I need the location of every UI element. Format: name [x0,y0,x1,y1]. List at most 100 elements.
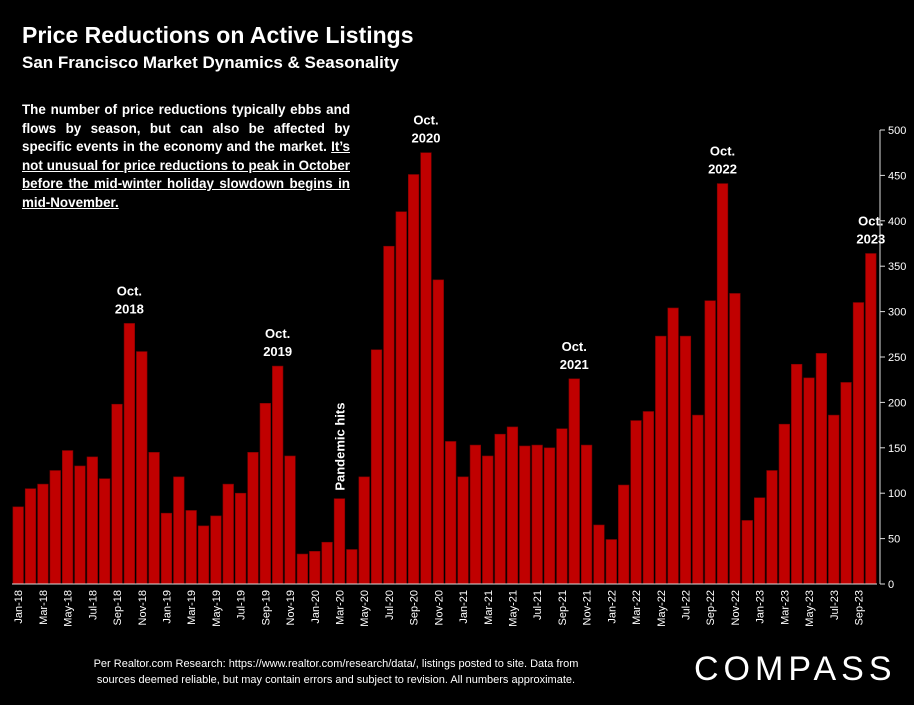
bar-jun-18 [74,465,86,585]
bar-jan-21 [457,476,469,585]
bar-mar-21 [482,455,494,585]
bar-may-23 [803,377,815,585]
x-tick-label: Mar-18 [38,590,50,625]
bar-dec-18 [148,452,160,585]
annotation-label: 2018 [115,301,144,316]
chart-subtitle: San Francisco Market Dynamics & Seasonal… [22,53,399,72]
annotation-pandemic: Pandemic hits [332,403,347,491]
bar-dec-22 [741,520,753,585]
bar-jul-21 [531,444,543,585]
x-tick-label: Jul-19 [236,590,248,620]
x-tick-label: Nov-22 [730,590,742,625]
bar-aug-23 [840,382,852,585]
x-tick-label: Nov-18 [137,590,149,625]
bar-feb-21 [469,444,482,585]
x-tick-label: Jan-21 [458,590,470,624]
bar-may-21 [506,426,519,585]
bar-nov-19 [284,455,296,585]
bar-sep-22 [704,300,716,585]
annotation-label: Oct. [117,283,142,298]
x-tick-label: May-21 [507,590,519,627]
bar-apr-19 [197,525,210,585]
x-tick-label: May-18 [63,590,75,627]
bar-oct-19 [272,365,284,585]
annotation-label: Oct. [710,144,735,159]
bar-mar-22 [630,420,642,585]
y-tick-label: 50 [888,534,900,546]
description-normal: The number of price reductions typically… [22,102,350,154]
bar-sep-20 [407,174,420,585]
footer-line-2: sources deemed reliable, but may contain… [96,674,576,686]
y-tick-label: 500 [888,125,906,137]
bar-sep-23 [852,302,865,585]
x-tick-label: Jan-23 [755,590,767,624]
bar-apr-21 [494,433,506,585]
x-tick-label: May-19 [211,590,223,627]
bar-jun-19 [222,483,234,585]
x-tick-label: Jul-20 [384,590,396,620]
bar-jun-22 [667,307,679,585]
x-tick-label: Jul-18 [87,590,99,620]
x-tick-label: Nov-19 [285,590,297,625]
x-tick-label: May-22 [656,590,668,627]
bar-sep-19 [259,403,271,585]
bar-jul-18 [86,456,98,585]
x-tick-label: Mar-23 [779,590,791,625]
annotation-label: 2020 [412,131,441,146]
x-tick-label: Mar-21 [483,590,495,625]
x-tick-label: Jan-22 [606,590,618,624]
bar-jun-20 [370,349,383,585]
x-tick-label: Jan-20 [310,590,322,624]
bar-jun-21 [519,445,531,585]
x-tick-label: Mar-20 [334,590,346,625]
bar-aug-19 [247,452,259,585]
annotation-label: Oct. [413,113,438,128]
bar-apr-18 [49,470,61,585]
y-tick-label: 100 [888,488,906,500]
bar-jan-18 [12,506,24,585]
bar-nov-21 [580,444,593,585]
x-tick-label: Sep-20 [409,590,421,625]
bar-dec-20 [445,441,457,585]
y-tick-label: 350 [888,261,906,273]
x-tick-label: Nov-21 [582,590,594,625]
annotation-label: 2023 [856,231,885,246]
bar-aug-22 [692,414,704,585]
description-underlined: It’s not unusual for price reductions to… [22,139,350,210]
bar-mar-23 [778,423,790,585]
x-tick-label: Mar-22 [631,590,643,625]
y-tick-label: 200 [888,397,906,409]
y-tick-label: 450 [888,170,906,182]
annotation-label: 2019 [263,344,292,359]
x-tick-label: Jan-18 [13,590,25,624]
y-tick-label: 250 [888,352,906,364]
annotation-label: Oct. [562,339,587,354]
bar-apr-22 [642,411,655,585]
bar-nov-20 [432,279,444,585]
bar-jun-23 [815,353,828,585]
bar-aug-21 [543,447,556,585]
bar-nov-18 [136,351,148,585]
bar-may-19 [210,515,222,585]
bar-jan-20 [309,551,321,585]
bar-jul-19 [234,492,247,585]
description-text: The number of price reductions typically… [22,101,350,212]
bar-aug-18 [99,478,111,585]
bar-jul-20 [383,245,395,585]
bar-feb-20 [321,541,333,585]
bar-jan-22 [605,539,617,585]
bar-sep-21 [556,428,568,585]
bar-apr-20 [346,549,358,585]
annotation-label: Oct. [858,213,883,228]
bar-oct-22 [716,183,729,585]
x-tick-label: Jul-21 [532,590,544,620]
y-tick-label: 0 [888,579,894,591]
footer-line-1: Per Realtor.com Research: https://www.re… [93,658,579,670]
annotation-label: 2021 [560,357,589,372]
bar-oct-20 [420,152,432,585]
x-tick-label: Jan-19 [161,590,173,624]
bar-jan-19 [160,512,173,585]
bar-dec-19 [296,553,309,585]
x-tick-label: Sep-21 [557,590,569,625]
